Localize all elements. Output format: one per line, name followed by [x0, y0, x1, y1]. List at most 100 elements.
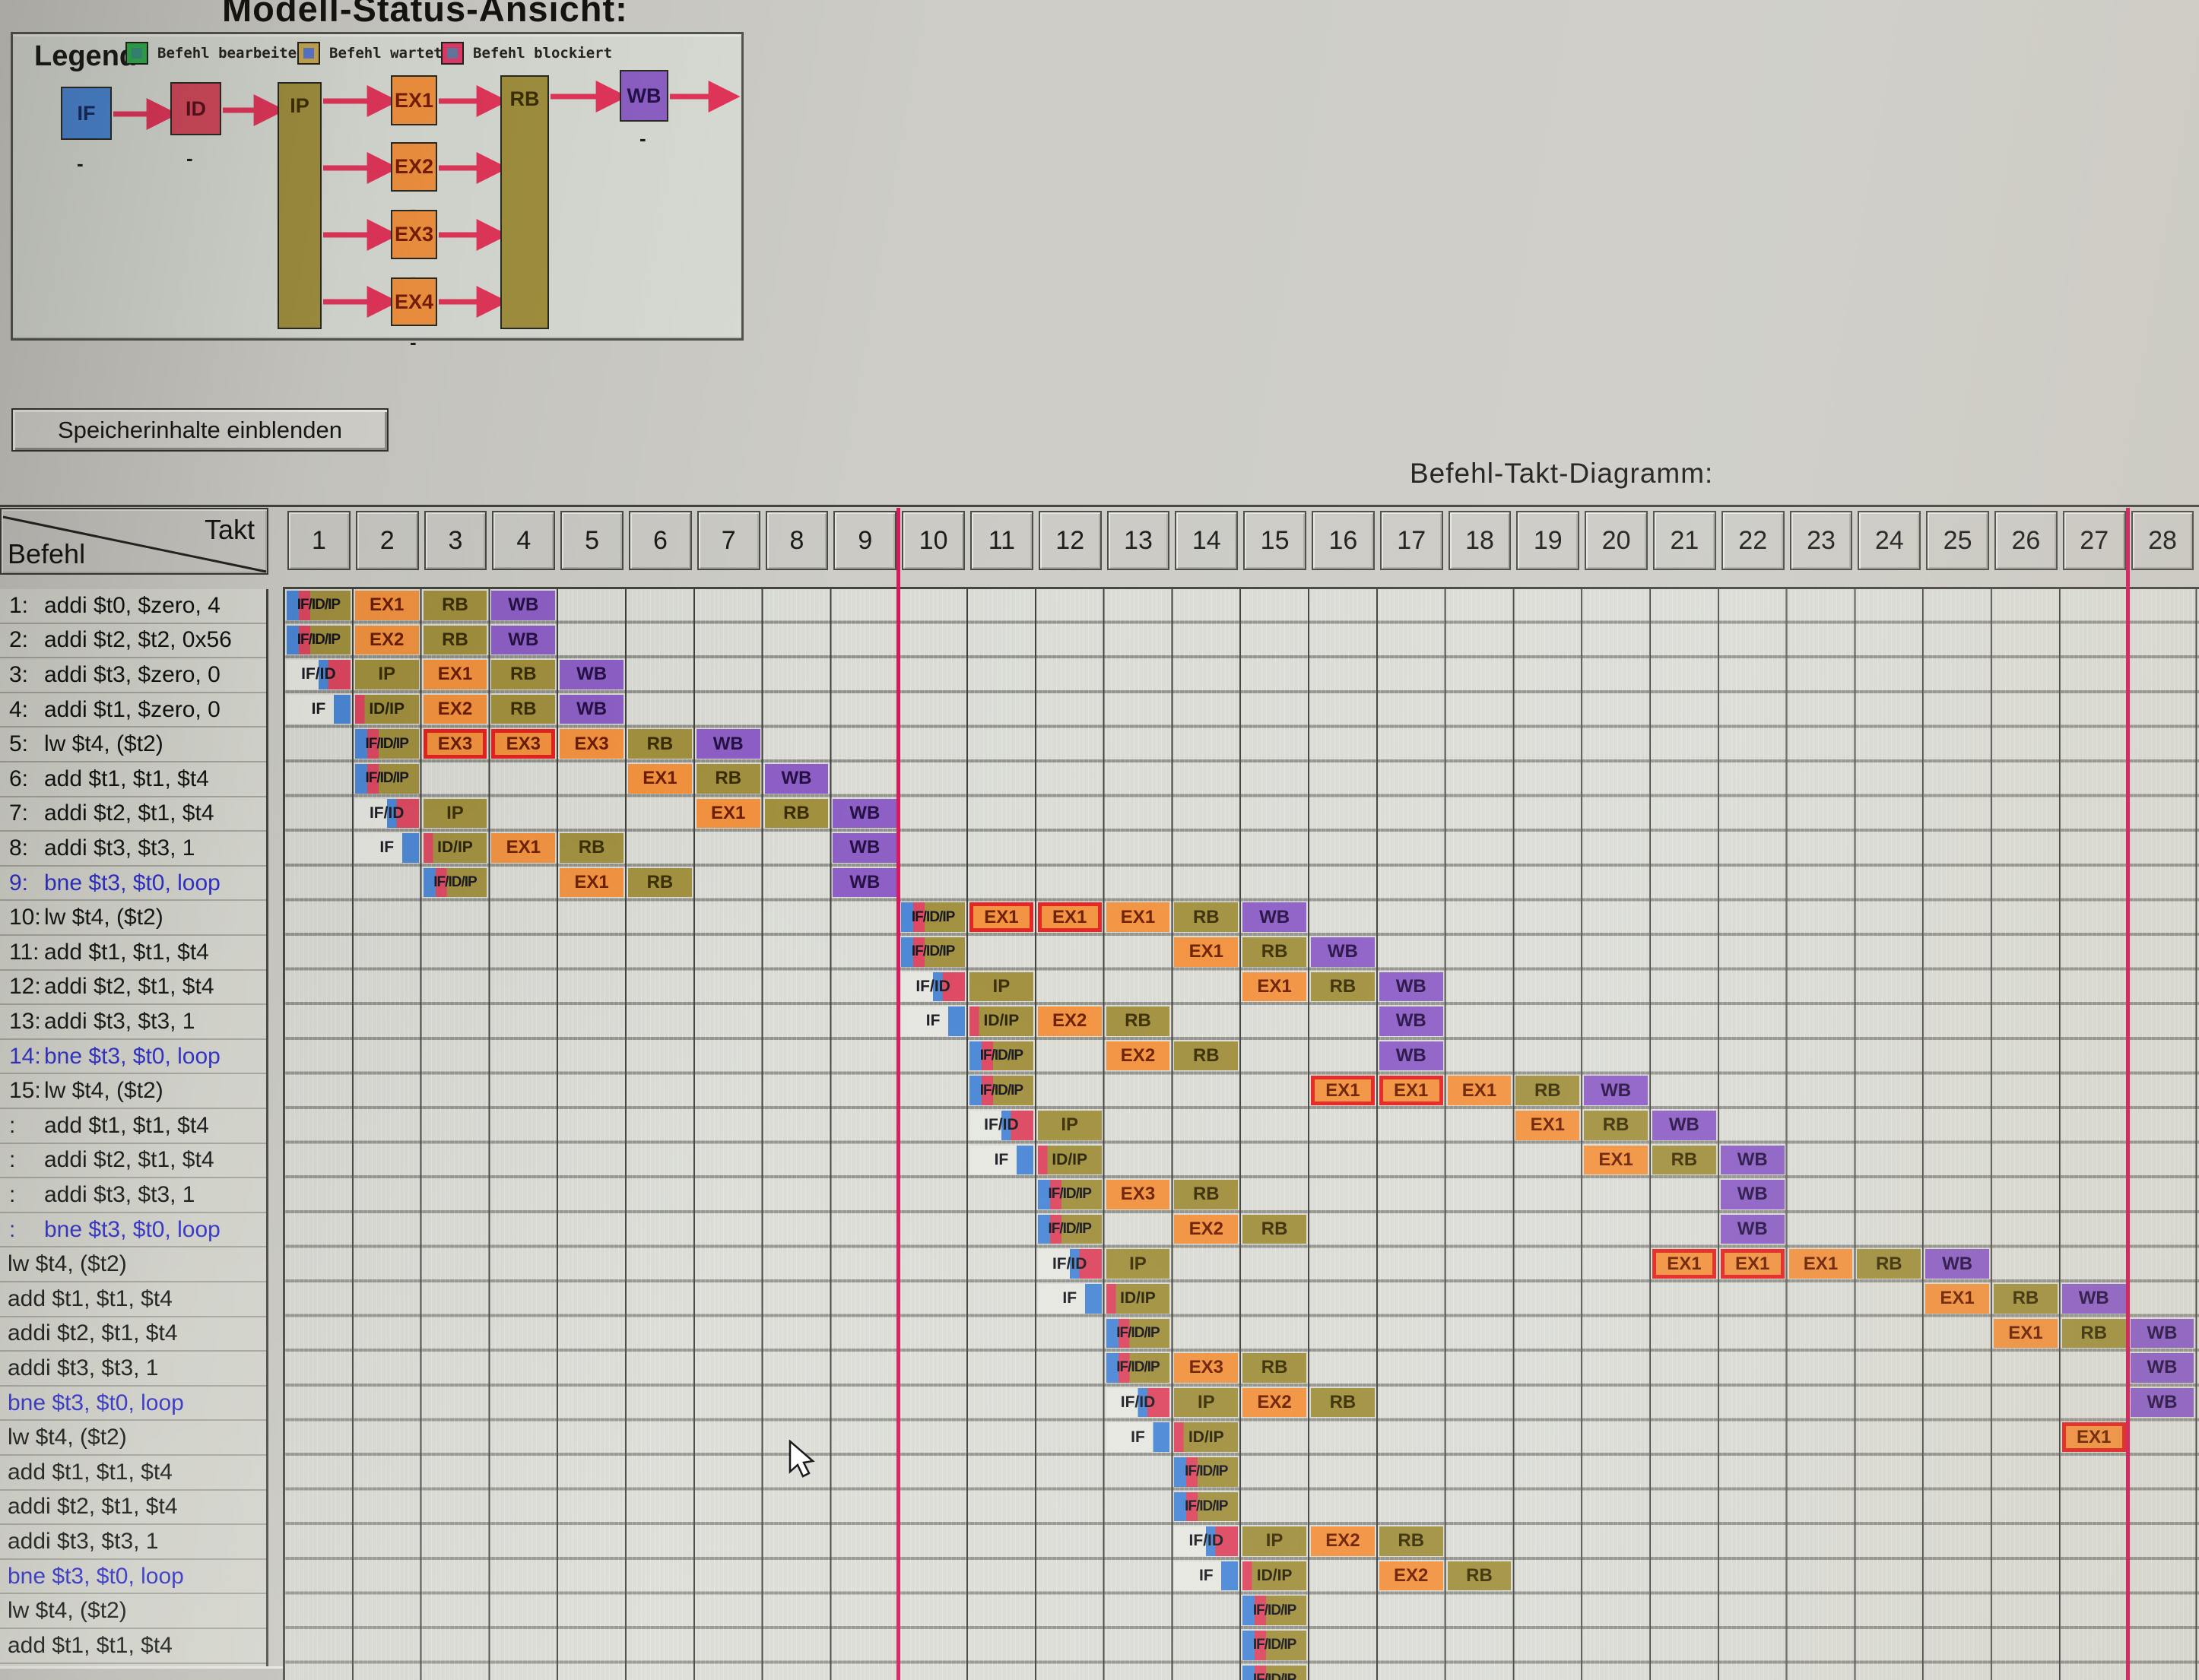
cycle-header-16: 16 — [1312, 511, 1375, 570]
instruction-text: lw $t4, ($t2) — [44, 731, 163, 757]
grid-cell-wb: WB — [1379, 972, 1443, 1002]
grid-cell-if-id-ip: IF/ID/IP — [1106, 1318, 1170, 1349]
instruction-text: add $t1, $t1, $t4 — [44, 766, 209, 791]
grid-cell-ex1: EX1 — [560, 867, 624, 898]
instruction-number: 13: — [9, 1008, 41, 1034]
instruction-text: add $t1, $t1, $t4 — [44, 939, 209, 965]
grid-cell-if-id-ip: IF/ID/IP — [1242, 1596, 1306, 1625]
instruction-row: 11: add $t1, $t1, $t4 — [0, 936, 266, 971]
instruction-row: add $t1, $t1, $t4 — [0, 1629, 266, 1664]
instruction-text: addi $t0, $zero, 4 — [44, 592, 221, 618]
instruction-number: 1: — [9, 592, 29, 618]
stage-sub-EX3: - — [410, 265, 417, 288]
grid-cell-rb: RB — [1515, 1076, 1580, 1105]
grid-cell-ex2: EX2 — [1379, 1561, 1443, 1591]
grid-cell-ex2: EX2 — [1242, 1387, 1306, 1418]
grid-cell-ip: IP — [1242, 1526, 1306, 1556]
cycle-header-8: 8 — [765, 511, 829, 570]
cycle-header-4: 4 — [492, 511, 556, 570]
instruction-text: addi $t3, $t3, 1 — [8, 1355, 159, 1380]
instruction-text: addi $t2, $t1, $t4 — [8, 1494, 178, 1520]
grid-cell-wb: WB — [1720, 1180, 1785, 1209]
grid-cell-rb: RB — [764, 798, 829, 829]
show-memory-button[interactable]: Speicherinhalte einblenden — [11, 408, 389, 452]
stage-box-EX2: EX2 — [391, 142, 437, 192]
instruction-row: 10: lw $t4, ($t2) — [0, 901, 266, 936]
grid-cell-ex1: EX1 — [491, 833, 556, 863]
grid-cell-wb: WB — [2130, 1318, 2194, 1349]
grid-cell-if-id: IF/ID — [1037, 1249, 1102, 1279]
grid-cell-ex1: EX1 — [969, 902, 1033, 932]
grid-cell-ex1: EX1 — [628, 764, 692, 794]
stage-box-ID: ID — [170, 82, 221, 135]
grid-cell-wb: WB — [2130, 1353, 2194, 1383]
instruction-row: lw $t4, ($t2) — [0, 1421, 266, 1456]
grid-cell-rb: RB — [1174, 1041, 1239, 1071]
grid-cell-ex3: EX3 — [560, 729, 624, 759]
cycle-header-22: 22 — [1721, 511, 1785, 570]
model-status-title: Modell-Status-Ansicht: — [222, 0, 628, 29]
cycle-header-3: 3 — [424, 511, 487, 570]
instruction-text: addi $t2, $t1, $t4 — [44, 800, 214, 826]
instruction-row: 9: bne $t3, $t0, loop — [0, 867, 266, 902]
grid-cell-ex1: EX1 — [1174, 937, 1239, 967]
cycle-header-6: 6 — [629, 511, 692, 570]
grid-left-border — [283, 587, 285, 1680]
instruction-row: 8: addi $t3, $t3, 1 — [0, 832, 266, 867]
instruction-text: addi $t2, $t2, 0x56 — [44, 627, 232, 653]
grid-cell-rb: RB — [1311, 1387, 1375, 1418]
instruction-row: : add $t1, $t1, $t4 — [0, 1109, 266, 1144]
cycle-header-17: 17 — [1379, 511, 1443, 570]
grid-cell-id-ip: ID/IP — [1037, 1145, 1102, 1175]
cycle-header-9: 9 — [833, 511, 897, 570]
legend-item-befehl-wartet: Befehl wartet — [297, 42, 443, 65]
grid-cell-rb: RB — [423, 591, 487, 620]
legend-label: Legend — [34, 40, 138, 72]
grid-cell-ip: IP — [423, 798, 487, 829]
grid-cell-rb: RB — [1379, 1526, 1443, 1556]
instruction-row: 7: addi $t2, $t1, $t4 — [0, 797, 266, 832]
instruction-number: : — [9, 1181, 16, 1207]
cycle-header-13: 13 — [1106, 511, 1170, 570]
grid-cell-rb: RB — [1242, 1214, 1306, 1244]
grid-cell-if-id-ip: IF/ID/IP — [1037, 1214, 1102, 1244]
grid-cell-if-id: IF/ID — [1106, 1387, 1170, 1418]
cycle-header-12: 12 — [1038, 511, 1102, 570]
instruction-row: addi $t2, $t1, $t4 — [0, 1317, 266, 1352]
grid-cell-if-id-ip: IF/ID/IP — [354, 729, 419, 759]
corner-diagonal — [2, 515, 267, 573]
instruction-row: 1: addi $t0, $zero, 4 — [0, 589, 266, 624]
instruction-row: bne $t3, $t0, loop — [0, 1387, 266, 1422]
stage-box-EX3: EX3 — [391, 210, 437, 259]
grid-cell-ex2: EX2 — [354, 625, 419, 655]
cycle-header-20: 20 — [1585, 511, 1648, 570]
instruction-number: 5: — [9, 731, 29, 757]
instruction-row: 14: bne $t3, $t0, loop — [0, 1040, 266, 1075]
stage-box-RB: RB — [500, 75, 549, 329]
list-bottom-edge — [0, 1666, 285, 1680]
befehl-wartet-icon — [297, 42, 320, 65]
instruction-row: lw $t4, ($t2) — [0, 1594, 266, 1629]
grid-cell-rb: RB — [628, 867, 692, 898]
grid-cell-wb: WB — [491, 591, 556, 620]
instruction-number: 4: — [9, 696, 29, 722]
instruction-row: 13: addi $t3, $t3, 1 — [0, 1005, 266, 1040]
grid-cell-ex1: EX1 — [354, 591, 419, 620]
instruction-row: addi $t3, $t3, 1 — [0, 1352, 266, 1387]
grid-cell-rb: RB — [1174, 902, 1239, 932]
grid-cell-rb: RB — [491, 660, 556, 689]
instruction-text: bne $t3, $t0, loop — [8, 1390, 184, 1415]
stage-box-IP: IP — [278, 82, 322, 329]
instruction-row: lw $t4, ($t2) — [0, 1247, 266, 1282]
grid-cell-rb: RB — [1584, 1111, 1648, 1140]
red-marker-after-cycle-9 — [896, 508, 901, 1680]
instruction-text: addi $t3, $t3, 1 — [8, 1528, 159, 1554]
instruction-text: addi $t3, $t3, 1 — [44, 835, 195, 861]
grid-cell-rb: RB — [1652, 1145, 1716, 1175]
cycle-header-11: 11 — [970, 511, 1033, 570]
grid-cell-if: IF — [1037, 1284, 1102, 1314]
grid-cell-if-id-ip: IF/ID/IP — [969, 1041, 1033, 1071]
instruction-row: 3: addi $t3, $zero, 0 — [0, 658, 266, 693]
grid-cell-if-id-ip: IF/ID/IP — [1174, 1491, 1239, 1522]
